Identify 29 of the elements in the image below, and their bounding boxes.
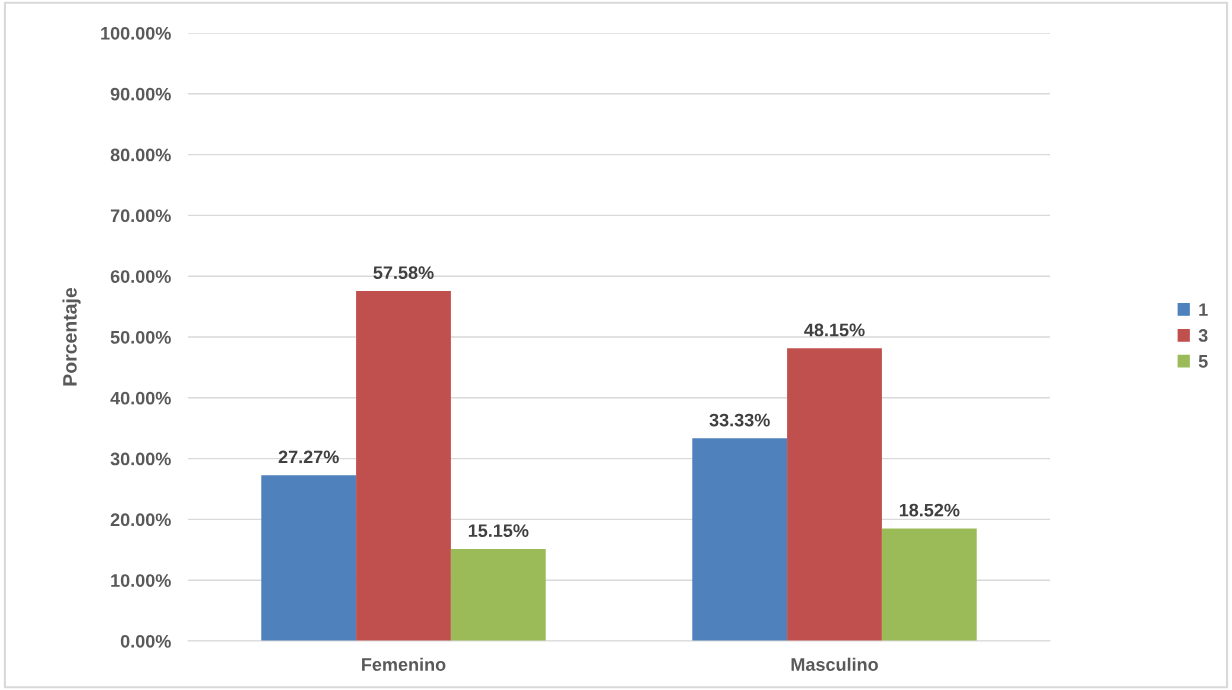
y-tick-label: 0.00% <box>120 634 171 648</box>
x-tick-label: Femenino <box>362 657 446 671</box>
legend-label: 1 <box>1199 303 1208 316</box>
bar <box>261 475 357 641</box>
data-label: 15.15% <box>468 524 529 537</box>
y-tick-label: 70.00% <box>110 209 171 223</box>
data-label: 27.27% <box>278 450 339 464</box>
y-tick-label: 20.00% <box>110 513 171 527</box>
y-tick-label: 10.00% <box>111 574 171 587</box>
legend-label: 5 <box>1198 355 1208 368</box>
y-tick-label: 50.00% <box>110 330 171 344</box>
y-tick-label: 80.00% <box>110 148 171 162</box>
data-label: 33.33% <box>709 413 770 427</box>
y-tick-label: 90.00% <box>110 87 171 101</box>
y-tick-label: 30.00% <box>110 452 171 466</box>
bar <box>692 438 788 641</box>
y-tick-label: 100.00% <box>101 26 171 40</box>
bar <box>787 348 882 641</box>
y-tick-label: 60.00% <box>110 270 171 283</box>
bar <box>356 290 451 641</box>
legend-label: 3 <box>1198 329 1208 342</box>
bar <box>450 548 546 641</box>
y-tick-label: 40.00% <box>110 391 171 405</box>
data-label: 18.52% <box>899 503 960 517</box>
data-label: 48.15% <box>804 323 865 337</box>
x-tick-label: Masculino <box>791 657 878 671</box>
bar <box>881 528 977 641</box>
y-axis-title: Porcentaje <box>62 287 81 386</box>
data-label: 57.58% <box>373 266 434 280</box>
